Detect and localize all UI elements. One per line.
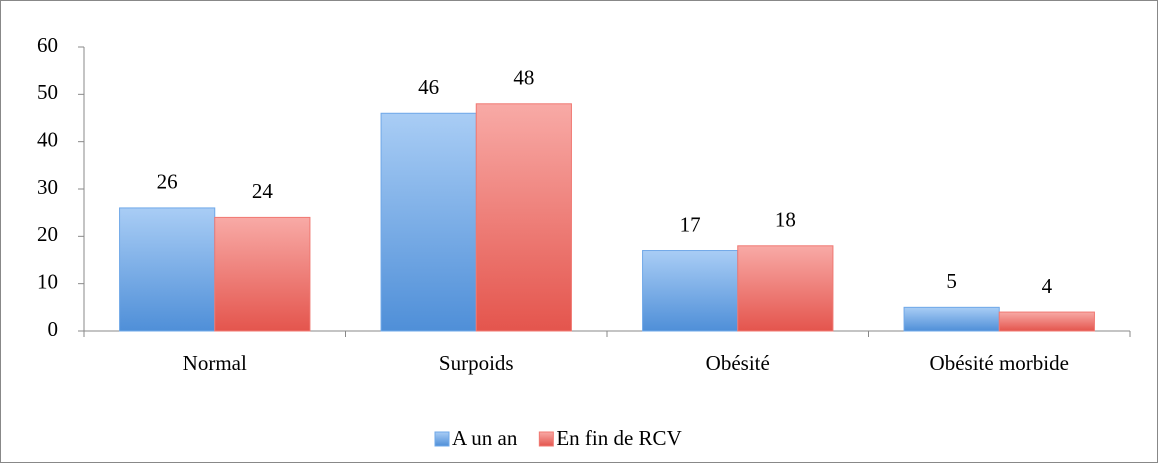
bar	[380, 112, 477, 332]
x-tick-label: Obésité	[706, 351, 770, 375]
data-label: 4	[1042, 274, 1053, 298]
y-tick-label: 10	[37, 269, 58, 293]
x-tick-label: Normal	[183, 351, 247, 375]
x-tick-label: Surpoids	[439, 351, 514, 375]
data-label: 26	[157, 170, 178, 194]
y-tick-label: 40	[37, 127, 58, 151]
data-label: 5	[946, 269, 957, 293]
y-tick-label: 0	[48, 317, 59, 341]
bar	[119, 207, 216, 332]
legend-swatch	[434, 431, 450, 447]
bar	[998, 311, 1095, 332]
bar	[214, 216, 311, 332]
y-tick-label: 50	[37, 80, 58, 104]
x-tick-label: Obésité morbide	[930, 351, 1069, 375]
legend-swatch	[538, 431, 554, 447]
legend-label: A un an	[452, 426, 518, 450]
y-tick-label: 20	[37, 222, 58, 246]
bar	[642, 250, 739, 332]
bar	[475, 103, 572, 332]
y-tick-label: 60	[37, 33, 58, 57]
data-label: 46	[418, 75, 439, 99]
data-label: 48	[513, 66, 534, 90]
legend-label: En fin de RCV	[556, 426, 681, 450]
bar	[737, 245, 834, 332]
y-tick-label: 30	[37, 175, 58, 199]
bar	[903, 306, 1000, 332]
data-label: 18	[775, 208, 796, 232]
data-label: 24	[252, 179, 274, 203]
data-label: 17	[680, 212, 701, 236]
